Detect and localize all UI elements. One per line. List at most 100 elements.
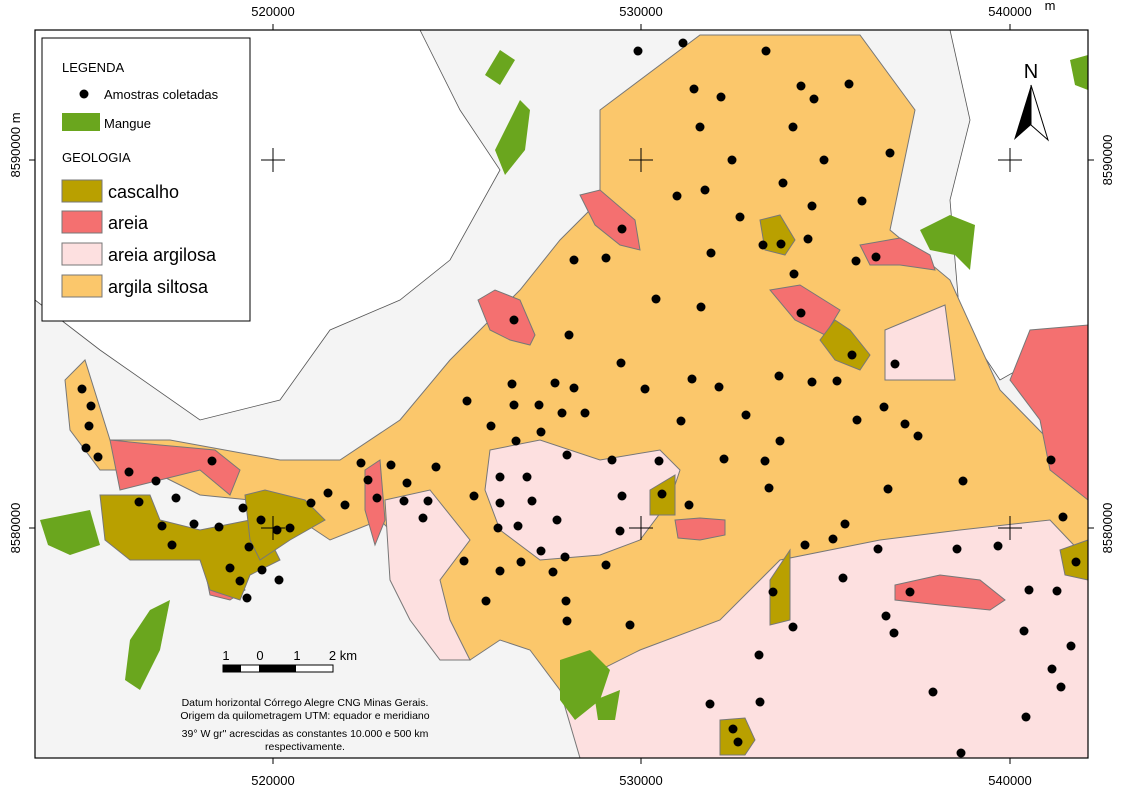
sample-point [615, 526, 625, 536]
sample-point [536, 546, 546, 556]
sample-point [807, 201, 817, 211]
sample-point [459, 556, 469, 566]
sample-point [885, 148, 895, 158]
coordinate-label: 540000 [988, 773, 1031, 788]
sample-point [214, 522, 224, 532]
legend-title: LEGENDA [62, 60, 124, 75]
sample-point [189, 519, 199, 529]
areia-argilosa-area [884, 304, 956, 381]
sample-point [93, 452, 103, 462]
grid-crosses [29, 24, 1094, 764]
sample-point [733, 737, 743, 747]
sample-point [796, 308, 806, 318]
coordinate-label: 8590000 m [8, 112, 23, 177]
sample-point [1058, 512, 1068, 522]
legend-symbol [61, 274, 103, 298]
legend-symbol [61, 179, 103, 203]
sample-point [306, 498, 316, 508]
sample-point [171, 493, 181, 503]
sample-point [727, 155, 737, 165]
mangrove-area [40, 510, 100, 555]
coordinate-label: 540000 [988, 4, 1031, 19]
sample-point [557, 408, 567, 418]
sample-point [844, 79, 854, 89]
sample-point [705, 699, 715, 709]
sample-point [807, 377, 817, 387]
datum-note: Datum horizontal Córrego Alegre CNG Mina… [180, 697, 429, 753]
note-line: respectivamente. [265, 741, 345, 753]
areia-argilosa-area [384, 489, 471, 661]
scale-label: 1 [293, 648, 300, 663]
mangrove-area [595, 690, 620, 720]
sample-point [617, 224, 627, 234]
sample-point [625, 620, 635, 630]
sample-point [225, 563, 235, 573]
sample-point [399, 496, 409, 506]
legend-symbol [79, 89, 89, 99]
areia-area [477, 289, 536, 346]
sample-point [562, 616, 572, 626]
mangrove-area [485, 50, 515, 85]
sample-point [774, 371, 784, 381]
sample-point [741, 410, 751, 420]
sample-point [958, 476, 968, 486]
sample-point [569, 255, 579, 265]
sample-point [431, 462, 441, 472]
sample-point [776, 239, 786, 249]
sample-point [716, 92, 726, 102]
sample-point [561, 596, 571, 606]
sample-point [323, 488, 333, 498]
areia-area [674, 517, 726, 541]
coordinate-label: 530000 [619, 4, 662, 19]
sample-point [857, 196, 867, 206]
cascalho-area [244, 489, 326, 561]
sample-point [481, 596, 491, 606]
sample-point [272, 525, 282, 535]
sample-point [418, 513, 428, 523]
sample-point [768, 587, 778, 597]
sample-point [838, 573, 848, 583]
legend-item: cascalho [108, 182, 179, 202]
sample-point [789, 269, 799, 279]
sample-point [617, 491, 627, 501]
coordinate-label: 520000 [251, 4, 294, 19]
legend-symbol [61, 210, 103, 234]
sample-point [511, 436, 521, 446]
sample-point [607, 455, 617, 465]
sample-point [706, 248, 716, 258]
sample-point [157, 521, 167, 531]
sample-point [536, 427, 546, 437]
sample-point [124, 467, 134, 477]
sample-point [687, 374, 697, 384]
coordinate-label: 530000 [619, 773, 662, 788]
sample-point [728, 724, 738, 734]
scale-label: 2 km [329, 648, 357, 663]
legend-symbol [61, 242, 103, 266]
sample-point [86, 401, 96, 411]
sample-point [134, 497, 144, 507]
sample-point [871, 252, 881, 262]
legend-item: areia argilosa [108, 245, 217, 265]
sample-point [905, 587, 915, 597]
sample-point [788, 122, 798, 132]
note-line: 39° W gr" acrescidas as constantes 10.00… [182, 728, 429, 740]
sample-point [552, 515, 562, 525]
scale-segment [259, 665, 296, 672]
sample-point [696, 302, 706, 312]
sample-point [796, 81, 806, 91]
sample-point [775, 436, 785, 446]
areia-area [894, 574, 1006, 611]
sample-point [1019, 626, 1029, 636]
sample-point [548, 567, 558, 577]
sample-point [601, 560, 611, 570]
sample-point [616, 358, 626, 368]
sample-point [832, 376, 842, 386]
sample-point [562, 450, 572, 460]
sample-point [883, 484, 893, 494]
map-border [34, 29, 1089, 759]
mangrove-area [920, 215, 975, 270]
cascalho-area [719, 717, 756, 756]
mangrove-area [125, 600, 170, 690]
sample-point [890, 359, 900, 369]
